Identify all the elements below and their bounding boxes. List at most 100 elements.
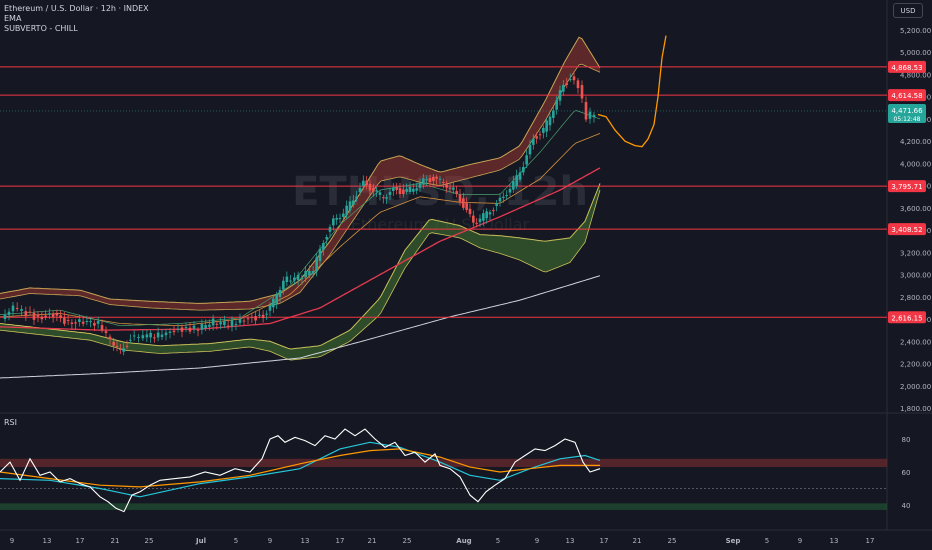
candle-body: [478, 218, 482, 223]
candle-body: [375, 190, 378, 192]
ema-200-line: [0, 275, 601, 379]
candle-body: [200, 324, 204, 330]
time-tick-label: 17: [76, 537, 85, 545]
time-tick-label: 13: [301, 537, 310, 545]
candle-body: [282, 280, 285, 290]
candle-body: [422, 178, 425, 185]
candle-body: [261, 314, 265, 318]
time-tick-label: 17: [866, 537, 875, 545]
candle-body: [115, 345, 119, 347]
candle-body: [230, 320, 234, 327]
candle-body: [342, 213, 345, 218]
candle-body: [208, 324, 211, 327]
candle-body: [508, 188, 512, 193]
candle-body: [412, 188, 415, 192]
candle-body: [215, 323, 219, 325]
time-tick-label: 9: [535, 537, 539, 545]
candle-body: [293, 277, 296, 281]
candle-body: [352, 200, 355, 206]
time-tick-label: 13: [43, 537, 52, 545]
ema-9-line: [0, 110, 601, 327]
candle-body: [332, 218, 335, 226]
candle-body: [538, 134, 542, 136]
time-tick-label: 17: [600, 537, 609, 545]
candle-body: [7, 311, 11, 315]
candle-body: [488, 212, 492, 215]
time-tick-label: 9: [10, 537, 14, 545]
candle-body: [20, 309, 23, 311]
candle-body: [226, 325, 230, 327]
candle-body: [385, 197, 388, 199]
candle-body: [160, 334, 164, 338]
price-tick-label: 2,000.00: [900, 383, 931, 391]
time-tick-label: 9: [268, 537, 272, 545]
candle-body: [168, 331, 172, 333]
upper-band-edge: [0, 36, 601, 304]
indicator-subverto-label[interactable]: SUBVERTO - CHILL: [4, 24, 78, 33]
candle-body: [542, 127, 545, 133]
candle-body: [355, 196, 358, 200]
candle-body: [502, 196, 505, 198]
candle-body: [63, 317, 66, 324]
candle-body: [192, 325, 196, 329]
candle-body: [40, 316, 44, 320]
price-tick-label: 5,200.00: [900, 27, 931, 35]
candle-body: [176, 328, 180, 330]
rsi-line: [0, 428, 601, 513]
candle-body: [258, 314, 261, 316]
candle-body: [268, 305, 272, 311]
candle-body: [211, 318, 215, 326]
candle-body: [322, 242, 325, 251]
indicator-ema-label[interactable]: EMA: [4, 14, 22, 23]
rsi-tick-label: 40: [902, 502, 911, 510]
candle-body: [485, 211, 488, 219]
candle-body: [425, 179, 428, 181]
candle-body: [272, 298, 275, 308]
time-tick-label: Sep: [726, 537, 741, 545]
price-tick-label: 5,000.00: [900, 49, 931, 57]
candle-body: [141, 335, 145, 339]
candle-body: [78, 319, 81, 322]
candle-body: [137, 336, 140, 338]
candle-body: [15, 307, 19, 309]
currency-button[interactable]: USD: [893, 3, 923, 18]
candle-body: [365, 180, 368, 186]
price-tick-label: 4,800.00: [900, 71, 931, 79]
candle-body: [472, 215, 475, 223]
candle-body: [81, 321, 85, 324]
candle-body: [378, 192, 382, 195]
key-level-label: 3,795.71: [891, 183, 922, 191]
candle-body: [308, 270, 311, 276]
symbol-title[interactable]: Ethereum / U.S. Dollar · 12h · INDEX: [4, 4, 149, 13]
time-tick-label: 25: [403, 537, 412, 545]
candle-body: [545, 120, 548, 132]
candle-body: [452, 187, 455, 190]
rsi-tick-label: 60: [902, 469, 911, 477]
candle-body: [55, 312, 59, 316]
candle-body: [495, 203, 498, 206]
candle-body: [405, 189, 408, 192]
candle-body: [153, 337, 156, 339]
candle-body: [338, 217, 342, 219]
candle-body: [180, 327, 184, 332]
candle-body: [572, 76, 576, 81]
key-level-label: 3,408.52: [891, 226, 922, 234]
candle-body: [311, 271, 315, 274]
key-level-label: 4,868.53: [891, 64, 922, 72]
time-tick-label: 13: [566, 537, 575, 545]
candle-body: [568, 79, 572, 81]
candle-body: [358, 188, 362, 193]
candle-body: [492, 210, 495, 212]
candle-body: [289, 280, 292, 282]
candle-body: [535, 136, 538, 139]
rsi-overbought-zone: [0, 458, 887, 468]
rsi-tick-label: 80: [902, 436, 911, 444]
time-tick-label: 5: [496, 537, 500, 545]
rsi-pane-title[interactable]: RSI: [4, 418, 17, 427]
candle-body: [125, 345, 129, 347]
price-tick-label: 2,200.00: [900, 361, 931, 369]
key-level-tag: [888, 311, 926, 324]
candle-body: [51, 313, 55, 318]
candle-body: [368, 183, 372, 191]
